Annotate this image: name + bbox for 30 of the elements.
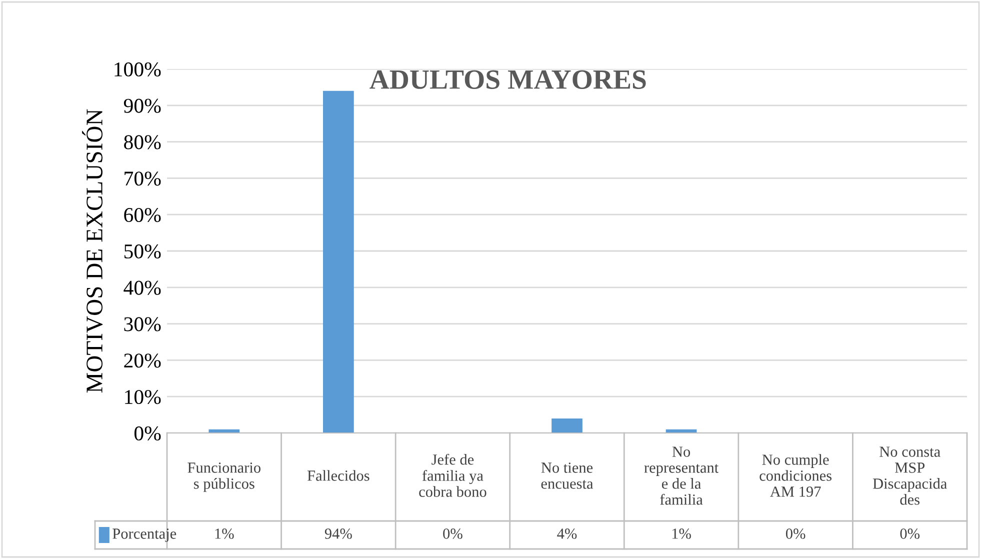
x-tick-label: No consta MSP Discapacida des: [872, 446, 947, 505]
x-tick-label: Fallecidos: [307, 470, 370, 481]
y-tick-label: 80%: [124, 135, 161, 150]
x-tick-label: Jefe de familia ya cobra bono: [419, 454, 486, 497]
bar: [552, 418, 582, 433]
bar: [323, 90, 354, 433]
y-tick-label: 40%: [124, 280, 161, 295]
y-tick-label: 90%: [124, 98, 161, 113]
x-tick-label: No tiene encuesta: [541, 462, 594, 489]
y-tick-label: 60%: [124, 208, 161, 222]
data-label: 0%: [786, 528, 806, 539]
y-tick-label: 70%: [124, 172, 161, 186]
x-tick-label: No cumple condiciones AM 197: [760, 454, 832, 497]
x-tick-label: Funcionario s públicos: [188, 462, 260, 492]
data-label: 94%: [324, 528, 352, 539]
data-label: 0%: [900, 528, 920, 539]
chart-title: ADULTOS MAYORES: [370, 70, 646, 89]
x-tick-label: No representant e de la familia: [644, 446, 719, 505]
y-tick-label: 10%: [125, 390, 161, 404]
data-label: 0%: [443, 528, 462, 539]
y-tick-label: 20%: [124, 354, 161, 368]
legend-label: Porcentaje: [112, 528, 176, 542]
y-tick-label: 30%: [124, 317, 161, 332]
data-label: 1%: [215, 528, 234, 539]
data-label: 1%: [672, 528, 691, 539]
y-tick-label: 50%: [124, 244, 161, 258]
y-axis-title: MOTIVOS DE EXCLUSIÓN: [82, 109, 103, 393]
y-tick-label: 0%: [134, 426, 161, 440]
data-label: 4%: [557, 528, 577, 539]
y-tick-label: 100%: [114, 62, 161, 76]
